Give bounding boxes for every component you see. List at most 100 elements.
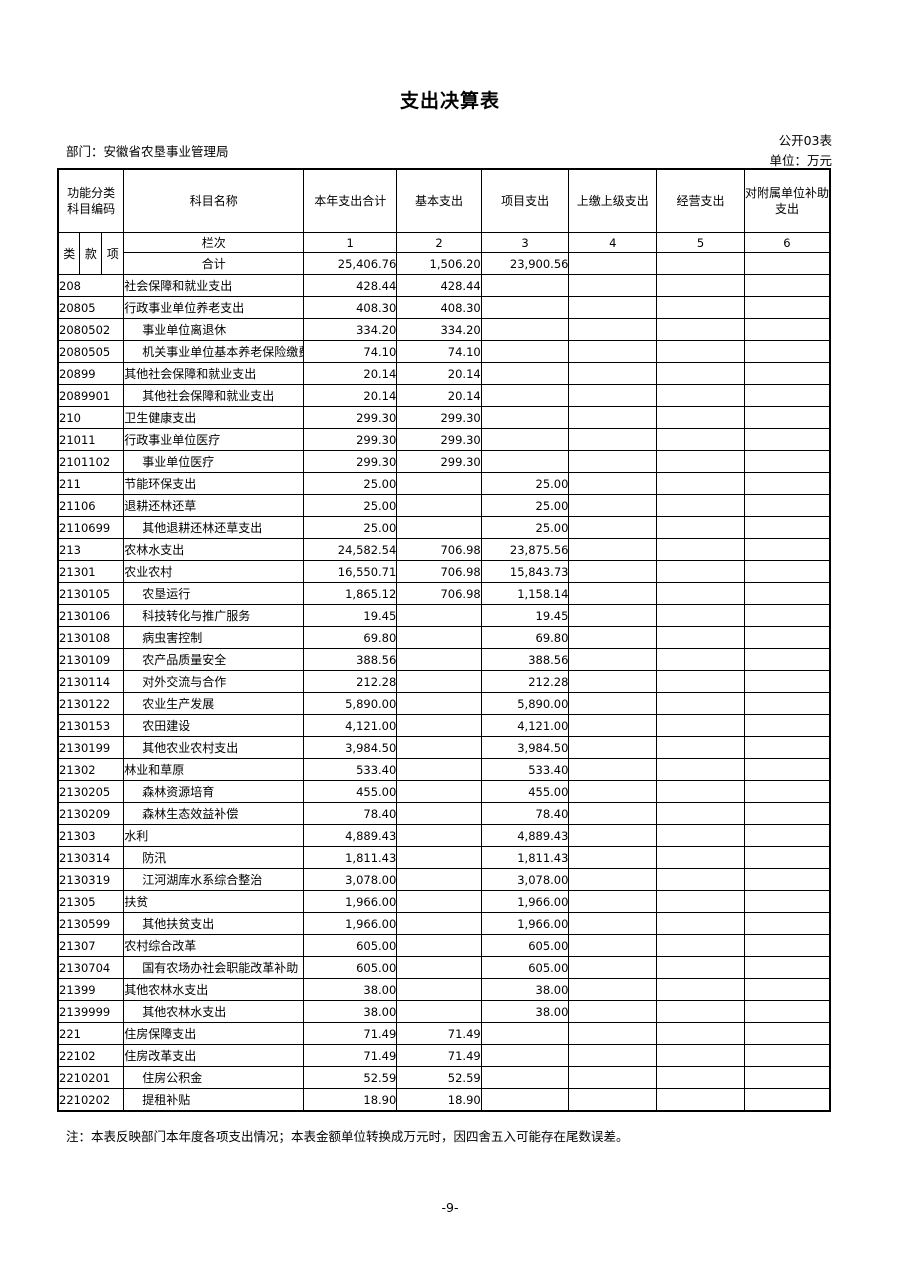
row-operating-expenditure xyxy=(656,670,745,693)
column-index-6: 6 xyxy=(743,232,831,253)
row-subsidy-to-affiliates xyxy=(743,384,831,407)
table-row: 21302 林业和草原 533.40 533.40 xyxy=(57,758,831,781)
table-row: 22102 住房改革支出 71.49 71.49 xyxy=(57,1044,831,1067)
row-remit-to-superior xyxy=(568,648,658,671)
row-project-expenditure xyxy=(480,1066,570,1089)
row-total-this-year: 78.40 xyxy=(303,802,398,825)
table-row: 2130599 其他扶贫支出 1,966.00 1,966.00 xyxy=(57,912,831,935)
row-total-this-year: 334.20 xyxy=(303,318,398,341)
row-operating-expenditure xyxy=(656,340,745,363)
row-basic-expenditure xyxy=(396,868,482,891)
table-row: 221 住房保障支出 71.49 71.49 xyxy=(57,1022,831,1045)
row-subject-name: 扶贫 xyxy=(123,890,305,913)
row-subject-name: 林业和草原 xyxy=(123,758,305,781)
table-row: 21307 农村综合改革 605.00 605.00 xyxy=(57,934,831,957)
row-project-expenditure: 455.00 xyxy=(480,780,570,803)
row-subject-name: 事业单位医疗 xyxy=(123,450,305,473)
row-basic-expenditure xyxy=(396,758,482,781)
header-project-expenditure: 项目支出 xyxy=(480,168,570,233)
total-col5 xyxy=(656,252,745,275)
row-code: 2130199 xyxy=(57,736,125,759)
row-subject-name: 其他农林水支出 xyxy=(123,978,305,1001)
row-total-this-year: 1,966.00 xyxy=(303,912,398,935)
row-total-this-year: 299.30 xyxy=(303,428,398,451)
department-line: 部门：安徽省农垦事业管理局 xyxy=(66,144,229,159)
row-operating-expenditure xyxy=(656,1000,745,1023)
table-row: 210 卫生健康支出 299.30 299.30 xyxy=(57,406,831,429)
row-subsidy-to-affiliates xyxy=(743,890,831,913)
row-subject-name: 农田建设 xyxy=(123,714,305,737)
row-subsidy-to-affiliates xyxy=(743,692,831,715)
row-basic-expenditure xyxy=(396,934,482,957)
row-code: 21302 xyxy=(57,758,125,781)
row-total-this-year: 299.30 xyxy=(303,406,398,429)
row-subject-name: 行政事业单位医疗 xyxy=(123,428,305,451)
row-basic-expenditure xyxy=(396,846,482,869)
row-code: 22102 xyxy=(57,1044,125,1067)
column-index-4: 4 xyxy=(568,232,658,253)
row-basic-expenditure xyxy=(396,780,482,803)
row-operating-expenditure xyxy=(656,692,745,715)
header-row-column-index: 类 款 项 栏次 1 2 3 4 5 6 xyxy=(57,232,831,275)
row-project-expenditure xyxy=(480,406,570,429)
row-subject-name: 农业农村 xyxy=(123,560,305,583)
row-basic-expenditure: 52.59 xyxy=(396,1066,482,1089)
row-remit-to-superior xyxy=(568,516,658,539)
row-subject-name: 事业单位离退休 xyxy=(123,318,305,341)
table-row: 2130199 其他农业农村支出 3,984.50 3,984.50 xyxy=(57,736,831,759)
column-index-2: 2 xyxy=(396,232,482,253)
row-total-this-year: 212.28 xyxy=(303,670,398,693)
row-project-expenditure: 5,890.00 xyxy=(480,692,570,715)
row-operating-expenditure xyxy=(656,934,745,957)
row-remit-to-superior xyxy=(568,802,658,825)
table-row: 2130205 森林资源培育 455.00 455.00 xyxy=(57,780,831,803)
row-basic-expenditure: 299.30 xyxy=(396,428,482,451)
row-basic-expenditure xyxy=(396,1000,482,1023)
row-code: 21303 xyxy=(57,824,125,847)
row-operating-expenditure xyxy=(656,516,745,539)
row-code: 2130205 xyxy=(57,780,125,803)
row-project-expenditure xyxy=(480,1044,570,1067)
row-basic-expenditure xyxy=(396,912,482,935)
row-total-this-year: 455.00 xyxy=(303,780,398,803)
row-project-expenditure xyxy=(480,362,570,385)
row-subject-name: 住房保障支出 xyxy=(123,1022,305,1045)
row-basic-expenditure: 299.30 xyxy=(396,450,482,473)
row-code: 221 xyxy=(57,1022,125,1045)
row-operating-expenditure xyxy=(656,714,745,737)
header-total-this-year: 本年支出合计 xyxy=(303,168,398,233)
row-total-this-year: 19.45 xyxy=(303,604,398,627)
row-remit-to-superior xyxy=(568,1000,658,1023)
row-remit-to-superior xyxy=(568,626,658,649)
row-operating-expenditure xyxy=(656,494,745,517)
row-total-this-year: 533.40 xyxy=(303,758,398,781)
header-basic-expenditure: 基本支出 xyxy=(396,168,482,233)
table-row: 2130153 农田建设 4,121.00 4,121.00 xyxy=(57,714,831,737)
row-project-expenditure: 19.45 xyxy=(480,604,570,627)
total-col1: 25,406.76 xyxy=(303,252,398,275)
row-subsidy-to-affiliates xyxy=(743,340,831,363)
row-operating-expenditure xyxy=(656,868,745,891)
row-project-expenditure: 25.00 xyxy=(480,472,570,495)
row-subsidy-to-affiliates xyxy=(743,648,831,671)
table-row: 2139999 其他农林水支出 38.00 38.00 xyxy=(57,1000,831,1023)
row-total-this-year: 20.14 xyxy=(303,362,398,385)
row-subsidy-to-affiliates xyxy=(743,912,831,935)
table-row: 208 社会保障和就业支出 428.44 428.44 xyxy=(57,274,831,297)
row-operating-expenditure xyxy=(656,1022,745,1045)
header-subsidy-to-affiliates: 对附属单位补助支出 xyxy=(743,168,831,233)
row-code: 2080505 xyxy=(57,340,125,363)
row-basic-expenditure xyxy=(396,824,482,847)
row-subject-name: 卫生健康支出 xyxy=(123,406,305,429)
row-code: 2130319 xyxy=(57,868,125,891)
row-remit-to-superior xyxy=(568,384,658,407)
row-project-expenditure: 4,889.43 xyxy=(480,824,570,847)
row-project-expenditure xyxy=(480,318,570,341)
row-total-this-year: 16,550.71 xyxy=(303,560,398,583)
row-basic-expenditure: 706.98 xyxy=(396,560,482,583)
row-operating-expenditure xyxy=(656,912,745,935)
row-code: 21399 xyxy=(57,978,125,1001)
row-remit-to-superior xyxy=(568,1066,658,1089)
row-project-expenditure xyxy=(480,428,570,451)
